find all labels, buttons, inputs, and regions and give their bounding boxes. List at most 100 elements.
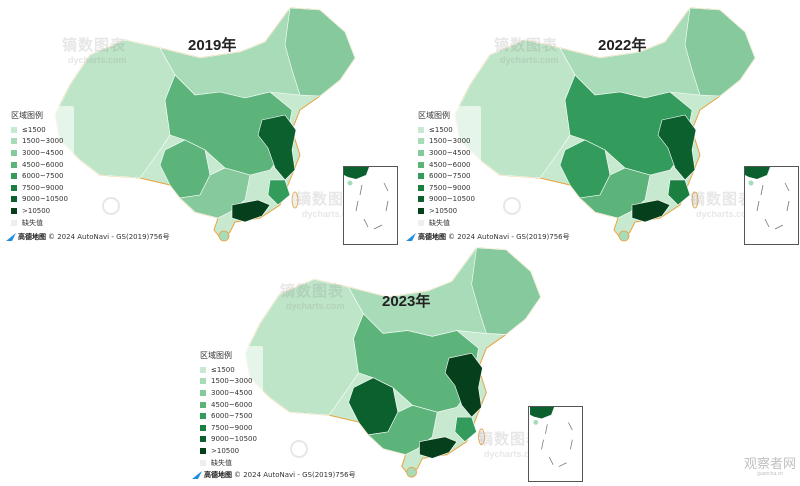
legend-item: 缺失值 — [11, 217, 68, 229]
legend-item: >10500 — [418, 205, 475, 217]
legend-swatch — [200, 424, 206, 431]
credit-text: © 2024 AutoNavi - GS(2019)756号 — [48, 233, 170, 241]
legend-swatch — [11, 149, 17, 156]
region-east-coast — [444, 352, 483, 418]
legend-label: 3000~4500 — [429, 148, 471, 157]
south-china-sea-inset — [528, 406, 583, 482]
legend-swatch — [418, 138, 424, 145]
region-fujian — [454, 416, 477, 443]
legend-item: 1500~3000 — [418, 136, 475, 148]
legend-item: 4500~6000 — [200, 399, 257, 411]
site-watermark-en: guancha.cn — [757, 471, 783, 477]
region-hainan — [618, 230, 630, 242]
legend-items: ≤1500 1500~3000 3000~4500 4500~6000 6000~750… — [418, 124, 475, 228]
amap-logo-icon — [6, 233, 16, 241]
amap-logo-text: 高德地图 — [204, 471, 232, 479]
region-taiwan — [291, 191, 299, 209]
legend-swatch — [418, 219, 424, 226]
legend-swatch — [418, 196, 424, 203]
site-watermark: 观察者网 guancha.cn — [743, 456, 796, 480]
legend-label: 4500~6000 — [22, 160, 64, 169]
watermark-circle — [290, 440, 308, 458]
china-map-2023 — [244, 247, 542, 478]
legend-swatch — [200, 413, 206, 420]
region-taiwan — [691, 191, 699, 209]
legend-item: ≤1500 — [200, 364, 257, 376]
legend-swatch — [200, 378, 206, 385]
south-china-sea-inset — [343, 166, 398, 245]
region-northeast — [684, 7, 756, 97]
site-watermark-cn: 观察者网 — [743, 456, 796, 471]
legend-item: 6000~7500 — [11, 170, 68, 182]
region-central — [164, 74, 293, 176]
legend-label: 9000~10500 — [429, 195, 475, 204]
region-sichuan — [159, 139, 211, 199]
region-central — [564, 74, 693, 176]
legend-label: 9000~10500 — [211, 435, 257, 444]
legend-title: 区域图例 — [11, 111, 43, 120]
legend-label: 6000~7500 — [22, 172, 64, 181]
legend-item: 缺失值 — [418, 217, 475, 229]
amap-logo: 高德地图 — [6, 232, 46, 242]
map-credit: 高德地图 © 2024 AutoNavi - GS(2019)756号 — [6, 232, 170, 242]
legend-label: 4500~6000 — [211, 400, 253, 409]
legend-swatch — [418, 207, 424, 214]
region-hainan — [218, 230, 230, 242]
region-taiwan — [478, 428, 485, 446]
legend-item: ≤1500 — [418, 124, 475, 136]
amap-logo: 高德地图 — [192, 470, 232, 480]
legend-item: 3000~4500 — [11, 147, 68, 159]
amap-logo-text: 高德地图 — [418, 233, 446, 241]
legend-label: >10500 — [429, 206, 458, 215]
year-title: 2019年 — [188, 37, 237, 54]
amap-logo-text: 高德地图 — [18, 233, 46, 241]
legend-item: 7500~9000 — [11, 182, 68, 194]
map-panel-2023: 2023年 镝数图表 dycharts.com 镝数图表 dycharts.co… — [188, 240, 588, 486]
legend-swatch — [418, 173, 424, 180]
year-title: 2022年 — [598, 37, 647, 54]
region-hainan — [406, 466, 417, 478]
legend-swatch — [11, 161, 17, 168]
region-guangdong — [419, 436, 458, 459]
legend-label: 7500~9000 — [429, 183, 471, 192]
credit-text: © 2024 AutoNavi - GS(2019)756号 — [448, 233, 570, 241]
legend-item: 1500~3000 — [200, 376, 257, 388]
legend-item: 缺失值 — [200, 457, 257, 469]
legend-swatch — [418, 184, 424, 191]
legend-label: 3000~4500 — [22, 148, 64, 157]
region-northeast — [284, 7, 356, 97]
legend-title: 区域图例 — [200, 351, 232, 360]
legend-label: 6000~7500 — [211, 412, 253, 421]
legend-label: >10500 — [22, 206, 51, 215]
legend-item: ≤1500 — [11, 124, 68, 136]
legend-swatch — [11, 173, 17, 180]
legend-label: >10500 — [211, 446, 240, 455]
region-fujian — [667, 179, 691, 206]
legend-swatch — [418, 161, 424, 168]
region-sichuan — [559, 139, 611, 199]
map-credit: 高德地图 © 2024 AutoNavi - GS(2019)756号 — [406, 232, 570, 242]
legend-item: >10500 — [200, 445, 257, 457]
legend-item: >10500 — [11, 205, 68, 217]
legend-items: ≤1500 1500~3000 3000~4500 4500~6000 6000~750… — [11, 124, 68, 228]
legend-swatch — [11, 219, 17, 226]
legend-label: 1500~3000 — [429, 137, 471, 146]
legend-label: ≤1500 — [429, 125, 453, 134]
map-legend: 区域图例 ≤1500 1500~3000 3000~4500 4500~6000 600… — [194, 346, 263, 473]
legend-item: 3000~4500 — [418, 147, 475, 159]
legend-swatch — [11, 138, 17, 145]
region-fujian — [267, 179, 291, 206]
legend-item: 7500~9000 — [418, 182, 475, 194]
watermark-circle — [102, 197, 120, 215]
map-legend: 区域图例 ≤1500 1500~3000 3000~4500 4500~6000 600… — [412, 106, 481, 233]
region-central — [353, 313, 479, 413]
amap-logo-icon — [406, 233, 416, 241]
legend-swatch — [200, 389, 206, 396]
year-title: 2023年 — [382, 293, 431, 310]
legend-item: 7500~9000 — [200, 422, 257, 434]
amap-logo: 高德地图 — [406, 232, 446, 242]
map-legend: 区域图例 ≤1500 1500~3000 3000~4500 4500~6000 600… — [5, 106, 74, 233]
legend-title: 区域图例 — [418, 111, 450, 120]
legend-label: 缺失值 — [211, 458, 232, 467]
legend-label: 7500~9000 — [211, 423, 253, 432]
